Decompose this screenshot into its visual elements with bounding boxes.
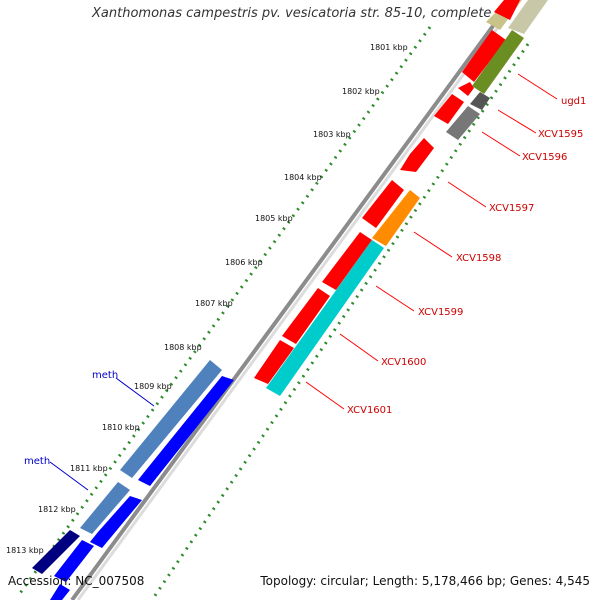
tick-label: 1801 kbp [370,43,408,52]
gene-red [322,232,372,290]
gene-label: XCV1598 [456,253,501,264]
gene-label: XCV1599 [418,307,463,318]
gene-navy [32,530,80,574]
gene-red [434,94,464,124]
summary-text: Topology: circular; Length: 5,178,466 bp… [260,574,590,588]
map-title: Xanthomonas campestris pv. vesicatoria s… [92,6,508,21]
gene-label: XCV1597 [489,203,534,214]
meth-feature-2 [80,482,130,534]
tick-label: 1802 kbp [342,87,380,96]
gene-red [362,180,404,228]
tick-label: 1811 kbp [70,464,108,473]
tick-label: 1803 kbp [313,130,351,139]
gene-label: XCV1601 [347,405,392,416]
meth-feature-1 [120,360,222,478]
gene-red [254,340,294,384]
gene-gray-xcv1595 [470,92,490,110]
feature-label-meth: meth [24,456,50,467]
gene-label: XCV1600 [381,357,426,368]
gene-red [282,288,330,344]
gene-label: XCV1595 [538,129,583,140]
ruler-dotted-line [16,26,432,597]
gene-label: XCV1596 [522,152,567,163]
tick-label: 1804 kbp [284,173,322,182]
gene-olive-ugd1 [472,30,524,94]
gene-blue [138,376,234,486]
gene-red [458,82,474,96]
gene-red [494,0,520,20]
tick-label: 1806 kbp [225,258,263,267]
tick-label: 1812 kbp [38,505,76,514]
gene-blue [90,496,142,548]
tick-label: 1810 kbp [102,423,140,432]
gene-gray-xcv1596 [446,106,480,140]
tick-label: 1808 kbp [164,343,202,352]
gene-orange-xcv1598 [372,190,420,246]
tick-label: 1813 kbp [6,546,44,555]
gene-red [400,138,434,172]
gene-blue [54,540,94,582]
tick-label: 1807 kbp [195,299,233,308]
gene-red [462,30,506,82]
feature-label-meth: meth [92,370,118,381]
meth-leader-lines [49,377,155,491]
tick-label: 1805 kbp [255,214,293,223]
gray-light-feature [508,0,548,34]
gene-label: ugd1 [561,96,586,107]
backbone-line-inner [76,0,520,600]
backbone-line [70,0,514,600]
tick-label: 1809 kbp [134,382,172,391]
gene-leader-lines [305,73,558,410]
gene-cyan-xcv1599 [266,240,384,396]
gene-blue [50,584,70,600]
inner-ruler-dotted-line [150,43,530,600]
accession-text: Accession: NC_007508 [8,574,145,588]
